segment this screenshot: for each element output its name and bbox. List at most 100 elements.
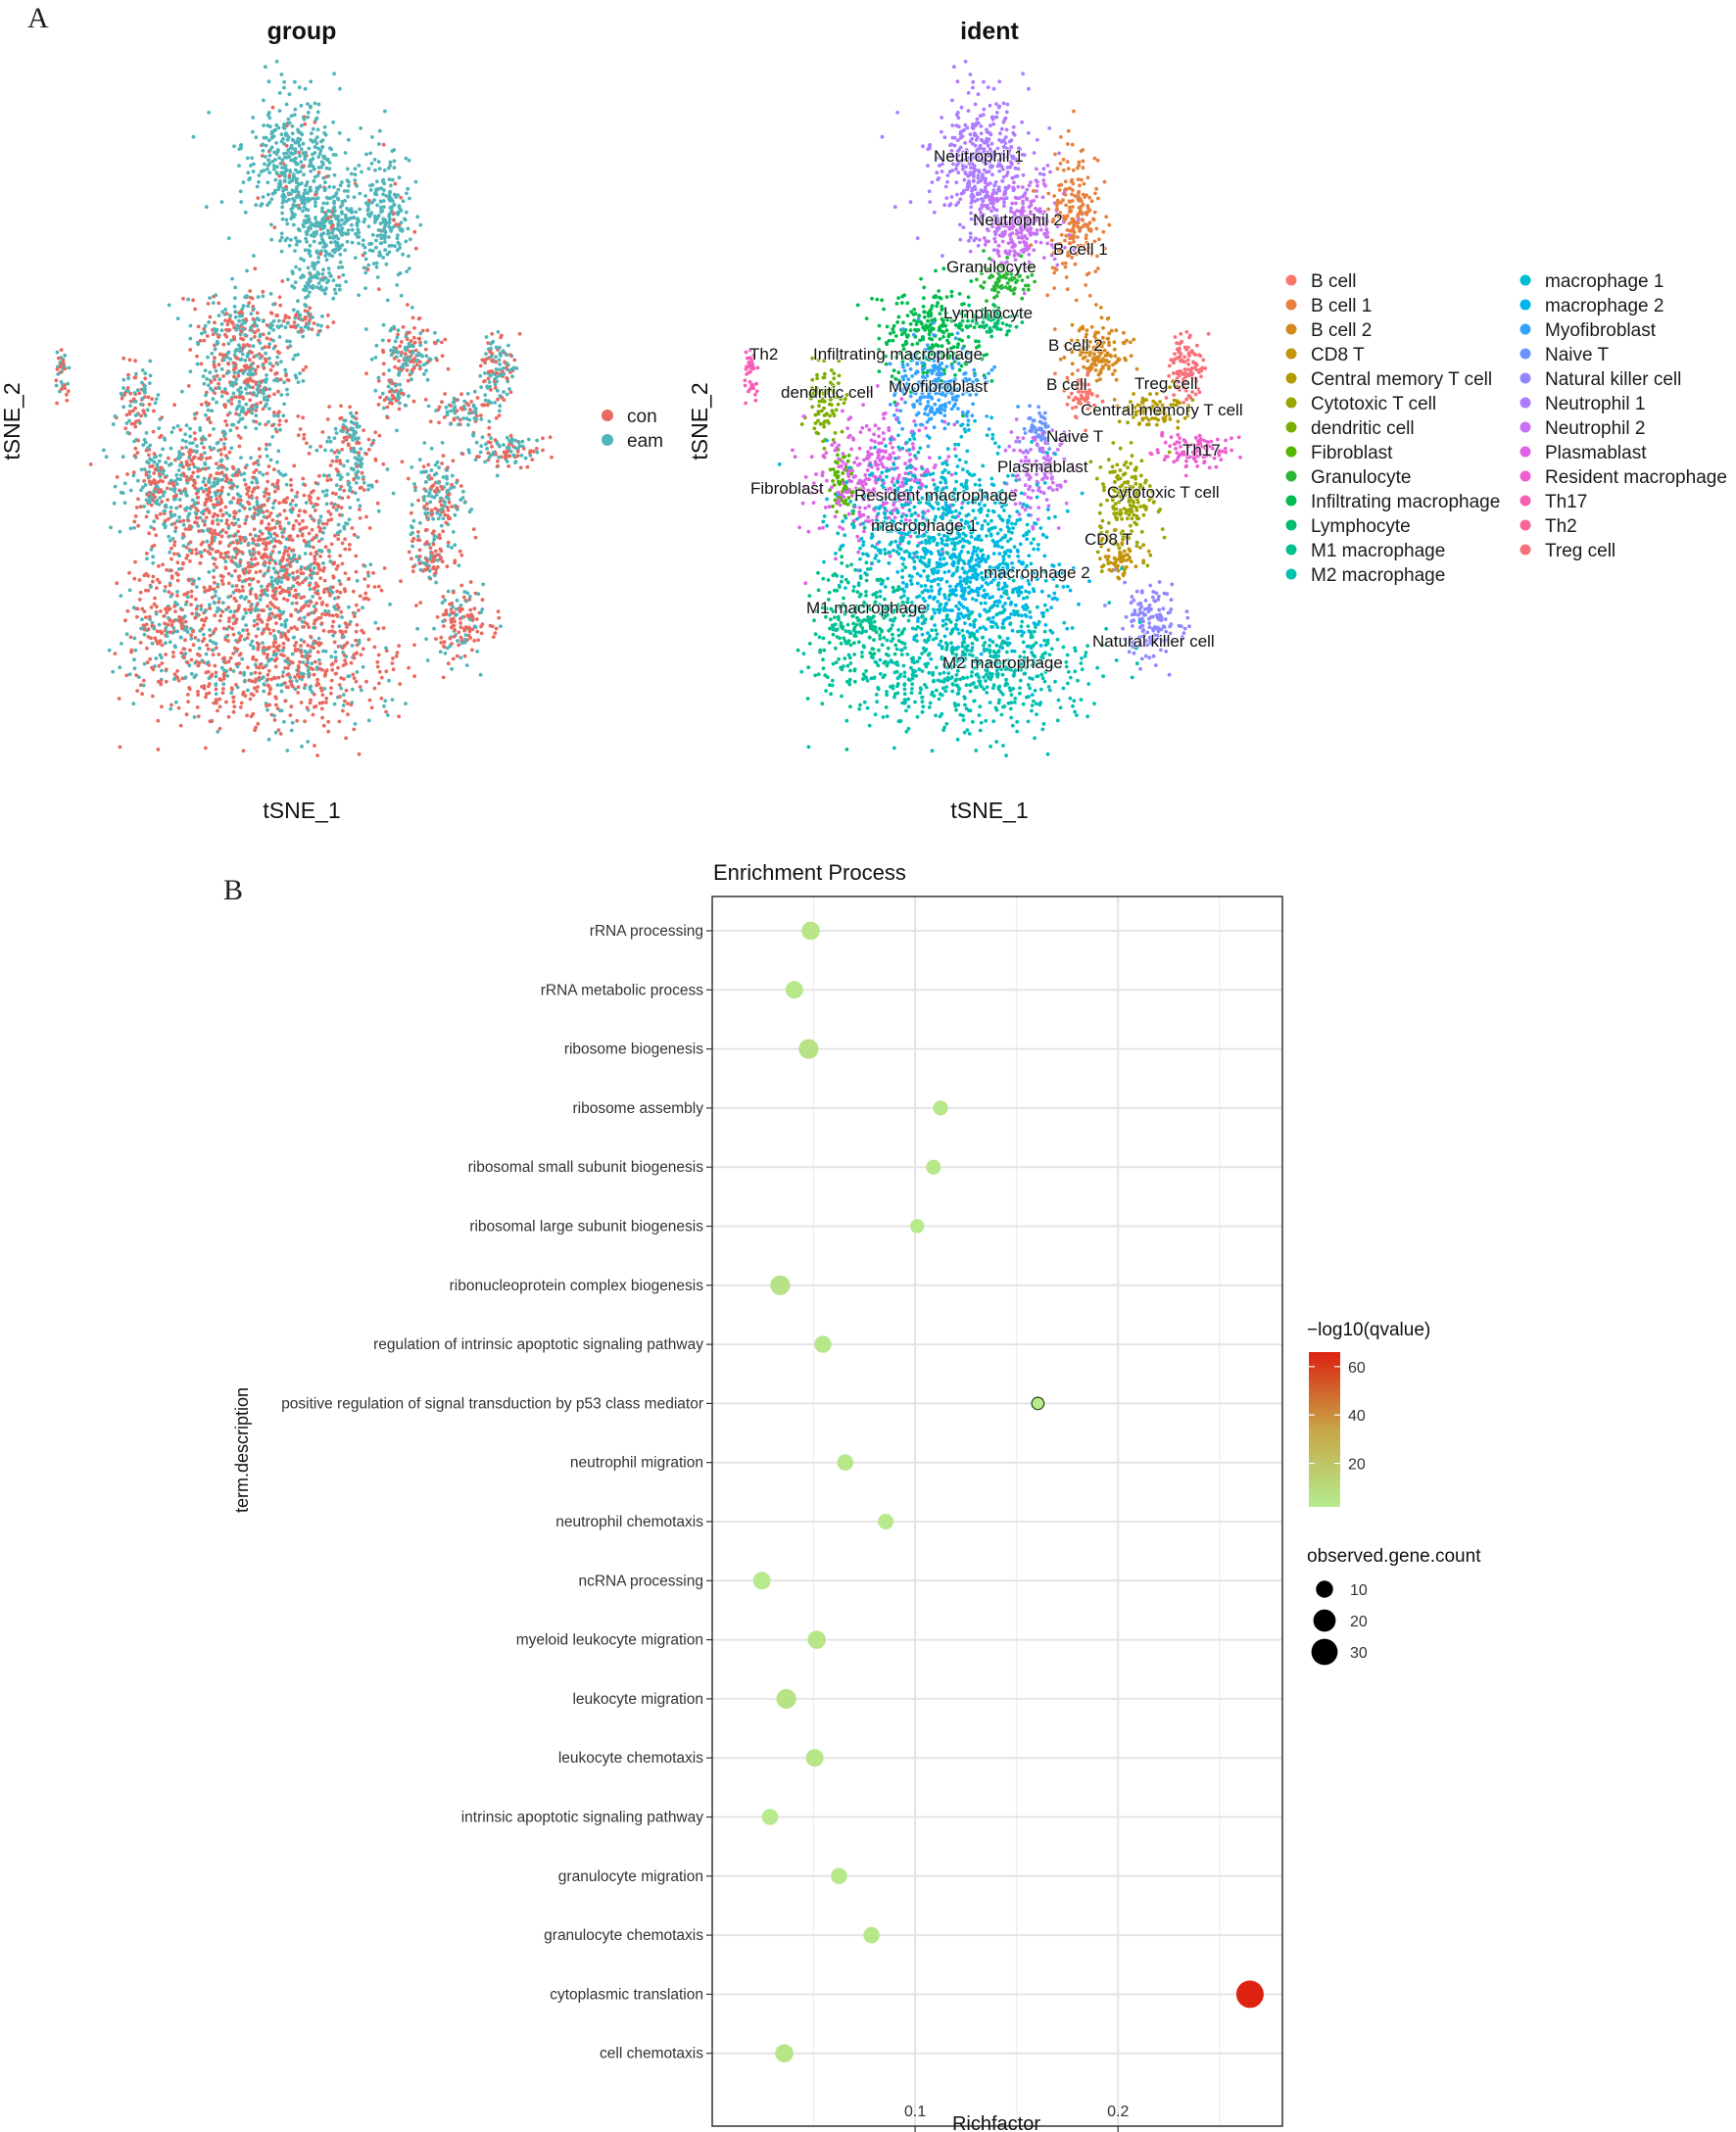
group-point bbox=[290, 206, 295, 210]
group-point bbox=[332, 502, 337, 507]
group-point bbox=[488, 440, 493, 445]
group-point bbox=[342, 463, 346, 468]
group-point bbox=[494, 626, 499, 631]
group-point bbox=[234, 617, 239, 621]
group-point bbox=[306, 115, 311, 120]
group-point bbox=[366, 207, 370, 212]
group-point bbox=[399, 226, 404, 231]
group-point bbox=[286, 577, 290, 581]
group-point bbox=[317, 286, 322, 291]
group-point bbox=[362, 251, 367, 256]
group-point bbox=[283, 166, 287, 170]
group-point bbox=[265, 677, 270, 682]
group-point bbox=[254, 725, 258, 730]
group-point bbox=[207, 496, 212, 501]
group-point bbox=[237, 147, 242, 152]
group-point bbox=[125, 389, 130, 394]
group-point bbox=[267, 615, 272, 620]
group-point bbox=[148, 498, 153, 502]
group-point bbox=[237, 412, 242, 417]
group-point bbox=[498, 404, 503, 409]
group-point bbox=[528, 449, 533, 454]
group-point bbox=[207, 383, 211, 388]
group-point bbox=[347, 547, 352, 552]
group-point bbox=[283, 325, 288, 329]
group-point bbox=[314, 141, 319, 146]
group-point bbox=[261, 665, 265, 670]
group-point bbox=[323, 291, 327, 296]
group-point bbox=[380, 391, 385, 396]
group-point bbox=[265, 498, 270, 503]
group-point bbox=[266, 331, 271, 335]
group-point bbox=[240, 322, 245, 326]
group-point bbox=[311, 284, 315, 288]
group-point bbox=[295, 627, 300, 631]
group-point bbox=[258, 529, 263, 534]
group-point bbox=[303, 309, 308, 314]
group-point bbox=[226, 350, 231, 355]
group-point bbox=[195, 444, 199, 448]
group-point bbox=[172, 540, 177, 544]
group-point bbox=[255, 184, 260, 189]
group-point bbox=[228, 609, 233, 614]
group-point bbox=[306, 102, 310, 106]
group-point bbox=[370, 485, 374, 489]
group-point bbox=[270, 603, 274, 607]
group-point bbox=[232, 144, 236, 149]
group-point bbox=[213, 347, 217, 351]
group-point bbox=[434, 480, 439, 485]
group-point bbox=[250, 156, 255, 161]
group-point bbox=[280, 201, 285, 205]
group-point bbox=[323, 212, 328, 217]
group-point bbox=[332, 702, 337, 706]
group-point bbox=[214, 682, 218, 687]
group-point bbox=[155, 484, 160, 489]
group-point bbox=[480, 435, 485, 440]
group-point bbox=[239, 368, 244, 373]
group-point bbox=[341, 693, 346, 697]
group-point bbox=[397, 407, 402, 412]
group-point bbox=[287, 173, 292, 178]
group-point bbox=[410, 569, 415, 573]
group-point bbox=[502, 372, 506, 376]
group-point bbox=[318, 444, 323, 449]
group-point bbox=[403, 218, 408, 222]
group-point bbox=[366, 201, 371, 206]
group-point bbox=[193, 510, 198, 515]
group-point bbox=[474, 617, 479, 621]
group-point bbox=[376, 509, 381, 513]
group-point bbox=[324, 502, 329, 507]
group-point bbox=[433, 330, 437, 335]
group-point bbox=[132, 666, 137, 670]
group-point bbox=[128, 526, 133, 531]
group-point bbox=[309, 275, 313, 280]
group-point bbox=[324, 668, 329, 673]
group-point bbox=[461, 489, 465, 494]
group-point bbox=[243, 535, 248, 540]
group-point bbox=[257, 675, 262, 680]
group-point bbox=[245, 713, 250, 718]
group-point bbox=[321, 162, 325, 167]
group-point bbox=[336, 537, 341, 542]
group-point bbox=[272, 225, 277, 230]
group-point bbox=[340, 180, 344, 184]
group-point bbox=[173, 494, 178, 498]
group-point bbox=[306, 672, 311, 676]
group-point bbox=[445, 481, 450, 486]
group-point bbox=[292, 172, 296, 177]
group-point bbox=[201, 529, 206, 533]
group-point bbox=[301, 518, 305, 523]
group-point bbox=[140, 380, 144, 385]
group-point bbox=[208, 585, 213, 589]
group-point bbox=[335, 589, 339, 594]
group-point bbox=[362, 563, 367, 568]
group-point bbox=[248, 549, 252, 554]
group-point bbox=[284, 373, 288, 378]
group-point bbox=[398, 682, 403, 686]
group-point bbox=[466, 403, 471, 408]
group-point bbox=[145, 646, 149, 651]
group-point bbox=[385, 467, 390, 471]
group-point bbox=[434, 637, 438, 641]
group-point bbox=[496, 463, 501, 468]
group-point bbox=[333, 655, 338, 659]
